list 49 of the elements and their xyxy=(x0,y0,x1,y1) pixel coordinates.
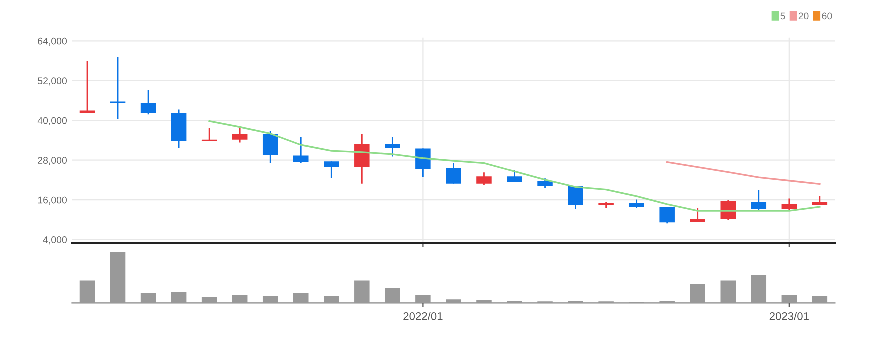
line-series xyxy=(208,120,821,212)
bar xyxy=(324,296,340,304)
candlestick xyxy=(751,190,767,212)
legend-label: 20 xyxy=(798,12,809,20)
y-tick-label: 4,000 xyxy=(43,236,68,245)
line-series xyxy=(666,162,821,186)
bar xyxy=(202,298,218,304)
bar xyxy=(416,295,431,304)
candlestick xyxy=(782,198,798,212)
x-tick-label: 2022/01 xyxy=(404,312,443,320)
candlestick xyxy=(293,136,309,164)
candlestick xyxy=(140,89,156,116)
y-tick-label: 28,000 xyxy=(38,157,68,166)
bar xyxy=(720,280,736,304)
candlestick xyxy=(507,169,522,183)
legend-label: 5 xyxy=(780,12,786,20)
candlestick xyxy=(690,208,706,223)
candlestick xyxy=(80,60,96,114)
bar xyxy=(782,295,798,304)
bar xyxy=(293,292,309,304)
y-tick-label: 64,000 xyxy=(38,38,68,46)
candlestick xyxy=(446,162,462,185)
candlestick xyxy=(538,178,553,189)
bar xyxy=(690,284,706,304)
x-tick-label: 2023/01 xyxy=(770,312,809,320)
bar xyxy=(110,252,126,304)
bar xyxy=(446,300,462,304)
candlestick xyxy=(416,148,431,178)
y-tick-label: 16,000 xyxy=(38,196,68,205)
bar xyxy=(812,296,828,304)
candlestick xyxy=(262,130,278,164)
bar xyxy=(262,296,278,304)
candlestick xyxy=(385,136,400,158)
bar xyxy=(171,292,187,304)
candlestick xyxy=(476,172,492,186)
y-tick-label: 40,000 xyxy=(38,117,68,126)
bar xyxy=(232,295,248,304)
bar xyxy=(80,280,96,304)
bar xyxy=(354,280,370,304)
legend-label: 60 xyxy=(822,12,832,20)
bar xyxy=(476,300,492,304)
candlestick xyxy=(324,160,340,179)
candlestick xyxy=(232,126,248,144)
candlestick xyxy=(660,206,675,224)
bar xyxy=(385,288,400,304)
candlestick xyxy=(354,134,370,185)
bar xyxy=(140,292,156,304)
y-tick-label: 52,000 xyxy=(38,78,68,86)
bar xyxy=(751,275,767,304)
